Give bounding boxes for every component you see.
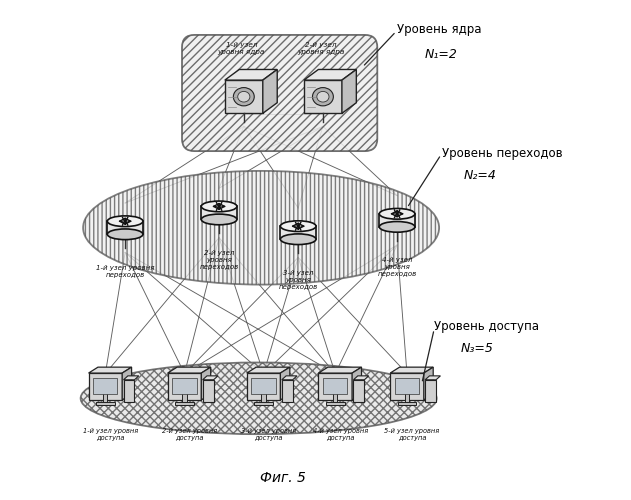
Ellipse shape: [379, 208, 415, 219]
Bar: [93, 378, 117, 394]
Bar: [201, 206, 237, 220]
Bar: [254, 402, 273, 405]
Ellipse shape: [312, 88, 333, 106]
Bar: [168, 373, 201, 400]
Text: Уровень переходов: Уровень переходов: [442, 147, 562, 160]
Bar: [353, 380, 364, 402]
Ellipse shape: [233, 88, 254, 106]
Bar: [252, 378, 276, 394]
Bar: [175, 402, 194, 405]
Text: 1-й узел уровня
переходов: 1-й узел уровня переходов: [96, 265, 155, 278]
Polygon shape: [122, 367, 132, 400]
Polygon shape: [353, 376, 369, 380]
Polygon shape: [425, 376, 440, 380]
Polygon shape: [201, 367, 211, 400]
Bar: [261, 393, 266, 405]
Bar: [225, 80, 262, 114]
Ellipse shape: [107, 216, 143, 226]
Bar: [390, 373, 424, 400]
Text: N₃=5: N₃=5: [461, 342, 493, 355]
Polygon shape: [280, 367, 290, 400]
Text: N₁=2: N₁=2: [424, 48, 457, 61]
Text: 1-й узел уровня
доступа: 1-й узел уровня доступа: [83, 428, 138, 441]
Text: N₂=4: N₂=4: [464, 170, 497, 182]
Bar: [323, 378, 348, 394]
Text: 3-й узел
уровня
переходов: 3-й узел уровня переходов: [278, 270, 318, 290]
Ellipse shape: [280, 234, 316, 244]
Bar: [88, 373, 122, 400]
Ellipse shape: [107, 229, 143, 239]
Text: Уровень ядра: Уровень ядра: [397, 24, 481, 36]
Bar: [182, 393, 187, 405]
Text: 1-й узел
уровня ядра: 1-й узел уровня ядра: [218, 42, 265, 54]
Ellipse shape: [317, 92, 329, 102]
Polygon shape: [225, 70, 277, 80]
Polygon shape: [390, 367, 433, 373]
Polygon shape: [247, 367, 290, 373]
Bar: [203, 380, 213, 402]
Bar: [172, 378, 197, 394]
Polygon shape: [352, 367, 362, 400]
Ellipse shape: [280, 221, 316, 232]
Polygon shape: [342, 70, 357, 114]
Text: 4-й узел уровня
доступа: 4-й узел уровня доступа: [312, 428, 368, 441]
Ellipse shape: [201, 201, 237, 211]
Polygon shape: [88, 367, 132, 373]
Bar: [425, 380, 436, 402]
Bar: [333, 393, 338, 405]
Polygon shape: [203, 376, 218, 380]
Polygon shape: [319, 367, 362, 373]
Polygon shape: [262, 70, 277, 114]
Bar: [304, 80, 342, 114]
Text: 3-й узел уровня
доступа: 3-й узел уровня доступа: [241, 428, 296, 441]
Ellipse shape: [379, 222, 415, 232]
Ellipse shape: [81, 362, 437, 434]
Bar: [96, 402, 115, 405]
Ellipse shape: [201, 214, 237, 225]
Text: 2-й узел
уровня
переходов: 2-й узел уровня переходов: [199, 250, 239, 270]
Ellipse shape: [83, 171, 439, 284]
Bar: [281, 380, 293, 402]
Bar: [107, 221, 143, 234]
Bar: [280, 226, 316, 239]
Bar: [103, 393, 107, 405]
FancyBboxPatch shape: [182, 35, 377, 151]
Text: 2-й узел уровня
доступа: 2-й узел уровня доступа: [162, 428, 217, 441]
Text: Фиг. 5: Фиг. 5: [261, 471, 306, 485]
Bar: [379, 214, 415, 227]
Polygon shape: [124, 376, 139, 380]
Polygon shape: [281, 376, 297, 380]
Text: 2-й узел
уровня ядра: 2-й узел уровня ядра: [297, 42, 344, 54]
Text: 5-й узел уровня
доступа: 5-й узел уровня доступа: [384, 428, 440, 441]
Ellipse shape: [238, 92, 250, 102]
Bar: [326, 402, 345, 405]
Bar: [395, 378, 419, 394]
Bar: [405, 393, 409, 405]
Polygon shape: [168, 367, 211, 373]
Polygon shape: [424, 367, 433, 400]
Polygon shape: [304, 70, 357, 80]
Bar: [124, 380, 134, 402]
Text: 4-й узел
уровня
переходов: 4-й узел уровня переходов: [377, 258, 416, 278]
Bar: [319, 373, 352, 400]
Bar: [398, 402, 416, 405]
Text: Уровень доступа: Уровень доступа: [434, 320, 539, 333]
Bar: [247, 373, 280, 400]
